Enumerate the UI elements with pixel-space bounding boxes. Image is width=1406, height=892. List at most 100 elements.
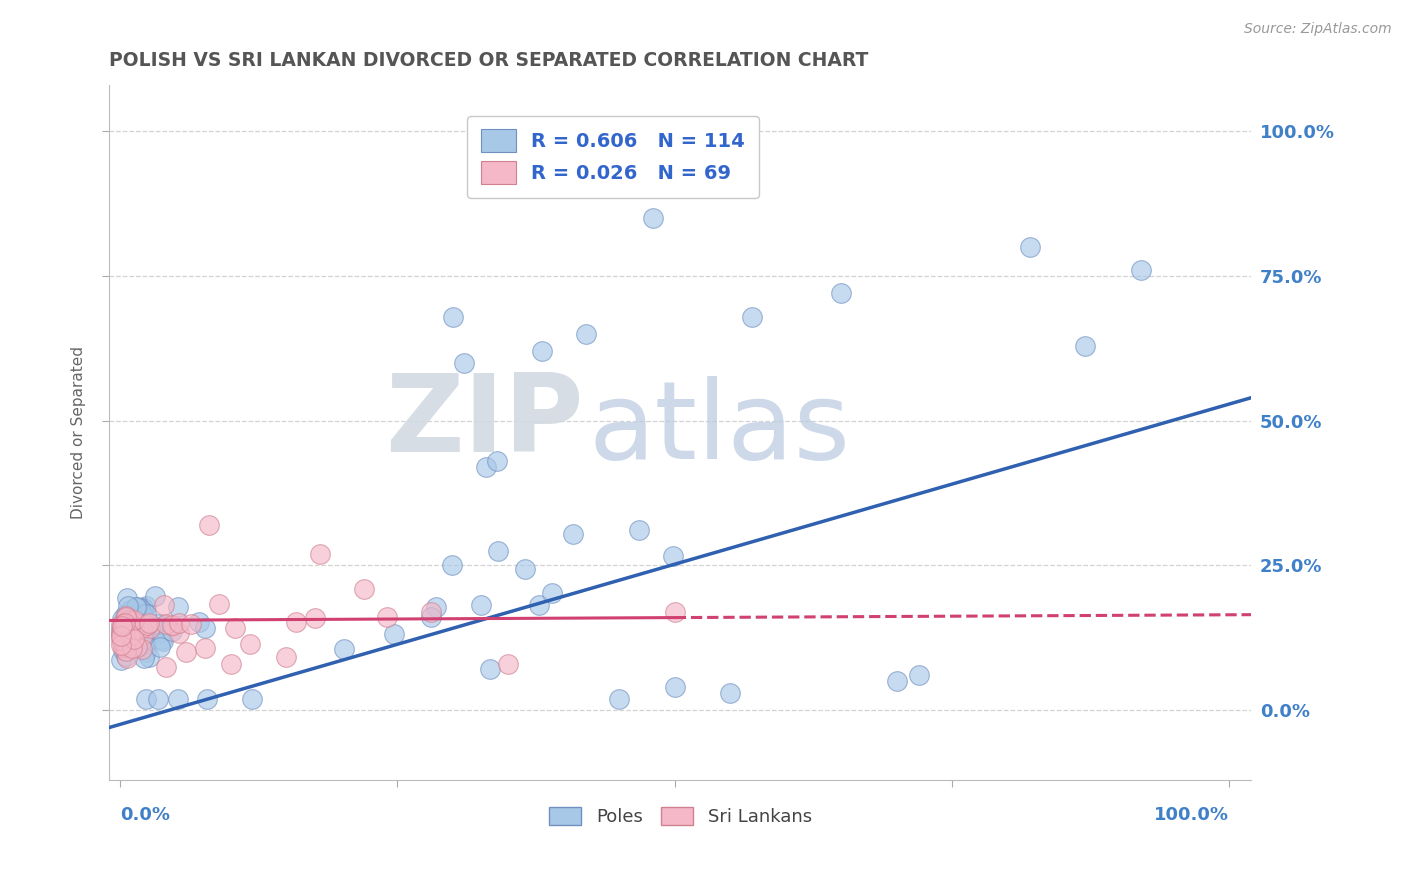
- Point: [224, 620, 246, 634]
- Point: [125, 624, 148, 639]
- Point: [135, 599, 157, 614]
- Point: [122, 632, 145, 647]
- Point: [112, 625, 135, 640]
- Point: [180, 617, 202, 632]
- Point: [128, 617, 150, 632]
- Point: [117, 651, 139, 665]
- Point: [128, 610, 150, 624]
- Point: [166, 600, 188, 615]
- Point: [124, 608, 146, 623]
- Point: [112, 615, 135, 630]
- Point: [139, 620, 162, 634]
- Point: [198, 518, 221, 533]
- Point: [155, 660, 177, 674]
- Point: [114, 623, 136, 637]
- Point: [541, 586, 564, 600]
- Point: [111, 624, 134, 638]
- Point: [148, 640, 170, 654]
- Point: [114, 609, 136, 624]
- Point: [486, 544, 509, 558]
- Point: [110, 621, 132, 635]
- Point: [132, 617, 155, 632]
- Point: [188, 615, 211, 629]
- Point: [115, 609, 138, 624]
- Point: [114, 639, 136, 653]
- Point: [111, 623, 134, 637]
- Point: [907, 668, 929, 682]
- Point: [627, 523, 650, 537]
- Point: [110, 628, 132, 642]
- Point: [118, 629, 141, 643]
- Point: [117, 624, 139, 638]
- Point: [353, 582, 375, 596]
- Point: [219, 657, 242, 671]
- Point: [110, 627, 132, 641]
- Point: [169, 615, 191, 630]
- Point: [132, 601, 155, 615]
- Point: [527, 598, 550, 612]
- Point: [150, 632, 173, 647]
- Point: [530, 344, 553, 359]
- Point: [112, 633, 135, 648]
- Point: [470, 598, 492, 612]
- Text: Source: ZipAtlas.com: Source: ZipAtlas.com: [1244, 22, 1392, 37]
- Point: [304, 611, 326, 625]
- Point: [111, 612, 134, 626]
- Point: [375, 610, 398, 624]
- Point: [641, 211, 664, 226]
- Point: [285, 615, 308, 630]
- Text: ZIP: ZIP: [385, 369, 583, 475]
- Point: [110, 632, 132, 647]
- Point: [129, 601, 152, 615]
- Point: [486, 454, 509, 468]
- Point: [208, 597, 231, 611]
- Point: [112, 628, 135, 642]
- Point: [111, 618, 134, 632]
- Point: [664, 680, 686, 694]
- Point: [718, 686, 741, 700]
- Point: [117, 629, 139, 643]
- Point: [127, 640, 149, 655]
- Text: 0.0%: 0.0%: [121, 805, 170, 823]
- Point: [135, 607, 157, 621]
- Point: [309, 547, 332, 561]
- Point: [382, 627, 405, 641]
- Point: [441, 558, 464, 572]
- Point: [135, 691, 157, 706]
- Point: [131, 629, 153, 643]
- Point: [115, 607, 138, 622]
- Point: [152, 633, 174, 648]
- Point: [122, 635, 145, 649]
- Point: [115, 643, 138, 657]
- Point: [333, 641, 356, 656]
- Point: [146, 617, 169, 632]
- Point: [111, 642, 134, 657]
- Point: [120, 632, 142, 647]
- Text: 100.0%: 100.0%: [1154, 805, 1229, 823]
- Point: [120, 633, 142, 648]
- Point: [112, 615, 135, 630]
- Y-axis label: Divorced or Separated: Divorced or Separated: [72, 346, 86, 519]
- Point: [120, 626, 142, 640]
- Point: [112, 624, 135, 638]
- Point: [120, 633, 142, 648]
- Point: [110, 629, 132, 643]
- Text: POLISH VS SRI LANKAN DIVORCED OR SEPARATED CORRELATION CHART: POLISH VS SRI LANKAN DIVORCED OR SEPARAT…: [110, 51, 869, 70]
- Point: [121, 632, 143, 646]
- Point: [118, 624, 141, 639]
- Point: [132, 628, 155, 642]
- Point: [128, 617, 150, 632]
- Point: [112, 626, 135, 640]
- Point: [664, 605, 686, 619]
- Point: [132, 637, 155, 651]
- Point: [239, 637, 262, 651]
- Point: [146, 620, 169, 634]
- Point: [129, 606, 152, 620]
- Point: [110, 625, 132, 640]
- Point: [131, 621, 153, 635]
- Point: [114, 626, 136, 640]
- Point: [122, 634, 145, 648]
- Point: [176, 645, 198, 659]
- Point: [112, 640, 135, 654]
- Point: [146, 691, 169, 706]
